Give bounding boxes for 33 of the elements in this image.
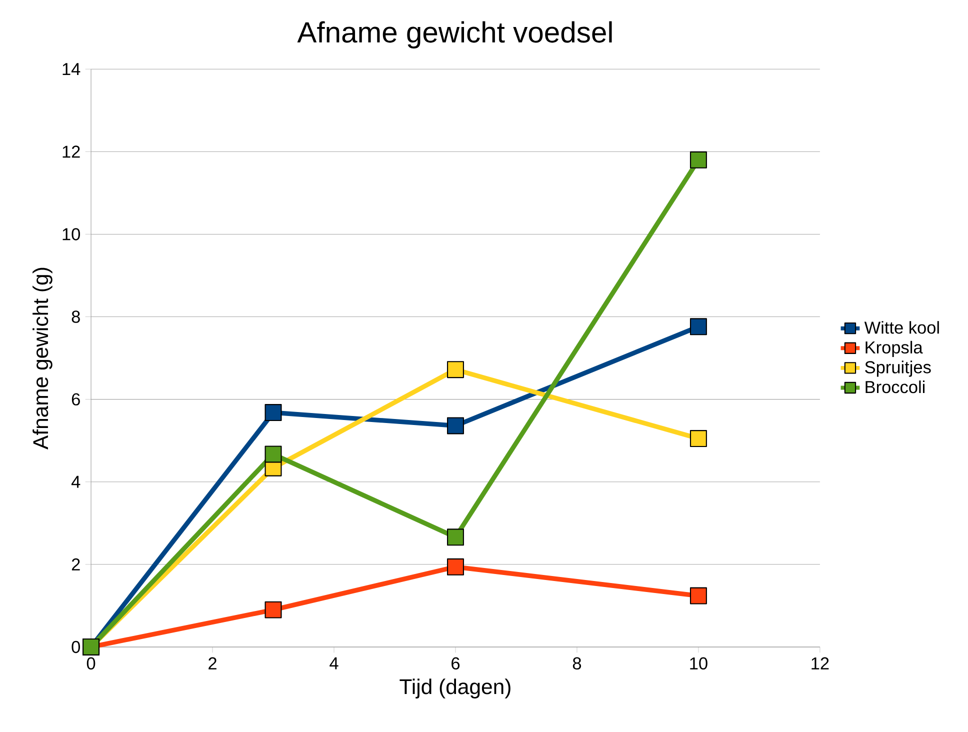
point — [446, 361, 464, 378]
x-tick-label: 4 — [330, 657, 338, 670]
legend-label: Kropsla — [866, 340, 923, 357]
point — [690, 430, 707, 448]
chart-title: Afname gewicht voedsel — [297, 21, 612, 49]
x-axis-title: Tijd (dagen) — [400, 678, 510, 698]
point — [690, 587, 707, 604]
y-tick-label: 10 — [62, 228, 80, 240]
y-tick-label: 0 — [72, 640, 80, 654]
y-axis-title: Afname gewicht (g) — [32, 268, 52, 450]
y-tick-label: 2 — [72, 558, 80, 570]
point — [446, 528, 464, 546]
point — [264, 601, 282, 618]
point — [264, 446, 282, 463]
x-tick-label: 12 — [812, 657, 829, 670]
y-tick-label: 8 — [72, 310, 80, 323]
y-tick-label: 4 — [71, 476, 80, 488]
point — [446, 558, 464, 576]
x-tick-label: 10 — [690, 657, 708, 670]
y-tick-label: 12 — [62, 146, 80, 158]
legend-label: Broccoli — [866, 380, 924, 394]
y-tick-label: 6 — [72, 393, 80, 406]
y-tick-label: 14 — [62, 63, 80, 76]
legend-label: Spruitjes — [865, 360, 931, 377]
x-tick-label: 0 — [86, 657, 96, 670]
point — [264, 404, 282, 422]
point — [690, 151, 707, 168]
x-tick-label: 6 — [452, 657, 460, 670]
x-tick-label: 8 — [572, 657, 582, 670]
point — [690, 318, 707, 336]
point — [446, 417, 464, 434]
legend-label: Witte kool — [864, 321, 939, 334]
x-tick-label: 2 — [208, 657, 216, 670]
